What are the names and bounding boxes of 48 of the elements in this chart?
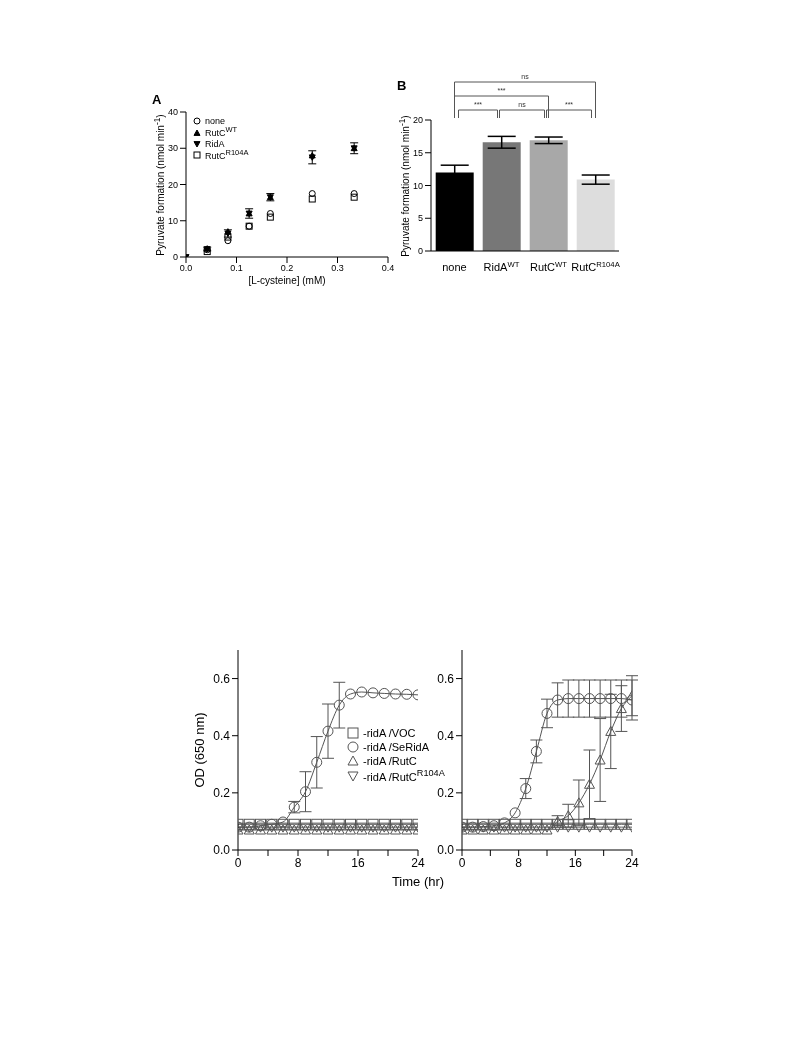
y-tick-label: 0.0	[437, 843, 455, 858]
chart-title: B	[397, 78, 407, 93]
y-tick-label: 15	[412, 147, 423, 158]
legend-label: RidA	[205, 138, 225, 150]
y-tick-label: 20	[167, 179, 178, 190]
y-tick-label: 0	[172, 252, 178, 263]
y-tick-label: 40	[167, 107, 178, 118]
x-tick-label: RutC$^{WT}$	[529, 259, 568, 273]
legend-label: RutC$^{R104A}$	[205, 148, 249, 162]
y-tick-label: 10	[412, 180, 423, 191]
x-axis-title: Time (hr)	[391, 874, 445, 889]
x-tick-label: 0.0	[179, 263, 193, 274]
x-axis-title: [L-cysteine] (mM)	[248, 275, 326, 286]
y-tick-label: 0.2	[213, 786, 231, 801]
x-tick-label: RidA$^{WT}$	[483, 259, 520, 273]
y-tick-label: 20	[412, 115, 423, 126]
y-tick-label: 0	[417, 246, 423, 257]
legend-label: -ridA /RutC	[363, 754, 417, 768]
y-tick-label: 30	[167, 143, 178, 154]
legend-label: none	[205, 116, 226, 127]
legend-label: -ridA /SeRidA	[363, 740, 430, 754]
x-tick-label: 16	[351, 855, 365, 870]
y-tick-label: 10	[167, 215, 178, 226]
x-tick-label: 24	[411, 855, 425, 870]
y-tick-label: 0.6	[213, 671, 231, 686]
legend-label: -ridA /VOC	[363, 726, 416, 740]
y-tick-label: 5	[417, 213, 423, 224]
x-tick-label: 16	[568, 855, 583, 870]
x-tick-label: 0.1	[230, 263, 243, 274]
x-tick-label: 0.3	[331, 263, 344, 274]
x-tick-label: 0	[458, 855, 466, 870]
x-tick-label: 0	[234, 855, 242, 870]
y-tick-label: 0.0	[213, 843, 231, 858]
y-tick-label: 0.4	[213, 728, 231, 743]
y-tick-label: 0.2	[437, 786, 455, 801]
x-tick-label: 0.4	[381, 263, 395, 274]
x-tick-label: 8	[515, 855, 523, 870]
legend-label: -ridA /RutC$^{R104A}$	[363, 768, 445, 784]
x-tick-label: 8	[294, 855, 302, 870]
y-axis-title: OD (650 nm)	[191, 712, 207, 788]
legend-label: RutC$^{WT}$	[205, 125, 238, 139]
x-tick-label: RutC$^{R104A}$	[571, 259, 621, 273]
y-tick-label: 0.4	[437, 728, 455, 743]
y-tick-label: 0.6	[437, 671, 455, 686]
x-tick-label: 24	[625, 855, 639, 870]
chart-title: A	[152, 92, 162, 107]
x-tick-label: 0.2	[280, 263, 294, 274]
x-tick-label: none	[442, 261, 467, 273]
